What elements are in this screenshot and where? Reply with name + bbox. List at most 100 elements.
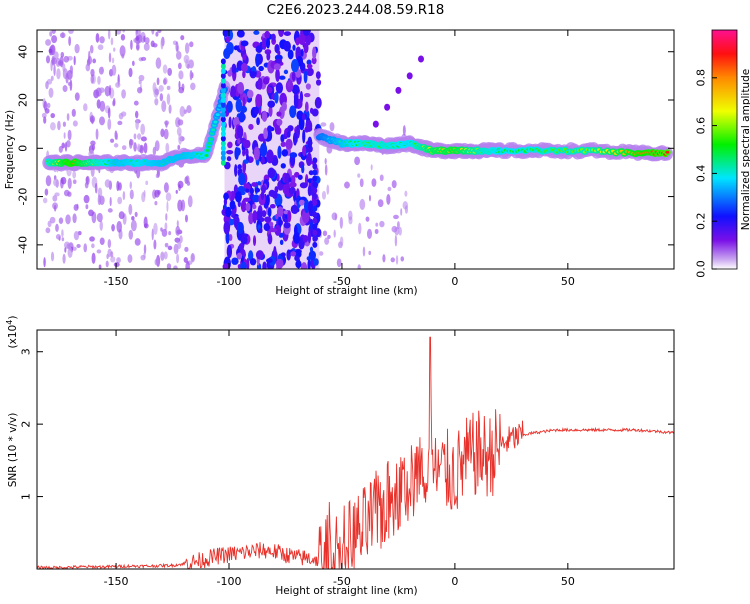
noise-speck <box>379 221 384 227</box>
noise-speck <box>61 142 65 148</box>
noise-speck <box>119 113 124 120</box>
noise-speck <box>96 129 99 140</box>
noise-speck <box>129 68 133 77</box>
noise-blob <box>275 68 280 82</box>
noise-speck <box>63 56 69 63</box>
band-center <box>204 154 208 157</box>
noise-blob <box>307 153 312 161</box>
noise-speck <box>50 113 55 118</box>
noise-speck <box>137 87 142 93</box>
noise-blob <box>237 139 240 145</box>
noise-speck <box>190 70 193 80</box>
noise-speck <box>108 107 111 118</box>
noise-speck <box>54 205 56 212</box>
snr-line-group <box>37 337 674 568</box>
noise-blob <box>279 76 285 80</box>
noise-blob <box>229 234 232 241</box>
noise-blob <box>248 124 253 130</box>
noise-speck <box>382 254 385 262</box>
noise-speck <box>45 39 51 46</box>
noise-speck <box>99 36 105 43</box>
y-tick-label: 2 <box>20 421 33 428</box>
noise-blob <box>301 165 304 173</box>
noise-speck <box>121 54 124 59</box>
noise-speck <box>164 120 169 125</box>
noise-speck <box>123 191 126 200</box>
noise-speck <box>133 142 137 151</box>
noise-speck <box>177 145 180 150</box>
noise-blob <box>266 149 274 163</box>
noise-speck <box>97 249 102 253</box>
noise-speck <box>134 133 137 139</box>
noise-speck <box>319 251 324 256</box>
noise-speck <box>72 171 76 179</box>
noise-blob <box>291 205 299 214</box>
streak-blob <box>312 182 317 188</box>
noise-speck <box>107 118 111 130</box>
noise-blob <box>281 252 286 257</box>
noise-blob <box>256 250 264 259</box>
noise-speck <box>56 68 60 79</box>
noise-speck <box>324 237 329 244</box>
noise-speck <box>340 217 343 229</box>
noise-speck <box>129 139 132 149</box>
snr-line <box>37 337 674 568</box>
noise-blob <box>229 117 232 129</box>
x-tick-label: 0 <box>451 575 458 588</box>
band-center <box>209 138 213 141</box>
noise-speck <box>144 142 148 153</box>
noise-speck <box>99 101 105 112</box>
noise-blob <box>305 102 309 113</box>
noise-blob <box>316 79 321 85</box>
noise-blob <box>299 200 305 206</box>
noise-speck <box>73 120 78 126</box>
noise-speck <box>325 164 328 175</box>
noise-blob <box>242 233 248 237</box>
noise-blob <box>297 113 302 117</box>
noise-speck <box>95 183 98 194</box>
noise-speck <box>116 221 122 233</box>
noise-blob <box>303 235 308 243</box>
y-tick-label: 0 <box>17 145 30 152</box>
colorbar-tick-label: 0.4 <box>695 165 708 183</box>
noise-speck <box>99 265 102 270</box>
noise-blob <box>266 258 273 263</box>
noise-blob <box>302 145 306 156</box>
noise-speck <box>129 230 133 240</box>
noise-blob <box>239 112 245 123</box>
noise-blob <box>302 129 305 143</box>
noise-speck <box>368 251 371 255</box>
streak-blob <box>312 230 317 236</box>
noise-speck <box>72 213 76 223</box>
noise-blob <box>226 101 232 113</box>
noise-speck <box>167 93 171 104</box>
noise-blob <box>304 93 310 97</box>
noise-speck <box>68 82 72 86</box>
noise-speck <box>396 255 398 265</box>
noise-speck <box>185 215 188 223</box>
noise-speck <box>61 52 65 58</box>
noise-speck <box>61 229 64 237</box>
noise-speck <box>155 32 158 37</box>
y-multiplier-base: (x10 <box>7 325 19 349</box>
noise-blob <box>290 251 296 256</box>
colorbar-tick-label: 0.2 <box>695 212 708 230</box>
noise-blob <box>247 90 254 99</box>
noise-blob <box>266 37 270 48</box>
noise-speck <box>121 34 125 41</box>
noise-blob <box>243 198 251 202</box>
streak-blob <box>312 194 317 200</box>
noise-speck <box>369 195 371 201</box>
noise-blob <box>294 95 298 109</box>
noise-speck <box>184 247 188 252</box>
noise-speck <box>135 119 139 130</box>
noise-speck <box>97 76 101 85</box>
noise-blob <box>264 216 272 222</box>
noise-speck <box>112 65 117 76</box>
noise-speck <box>134 101 139 106</box>
noise-speck <box>165 143 169 153</box>
noise-speck <box>190 83 195 91</box>
noise-speck <box>105 179 111 187</box>
noise-speck <box>60 32 66 38</box>
